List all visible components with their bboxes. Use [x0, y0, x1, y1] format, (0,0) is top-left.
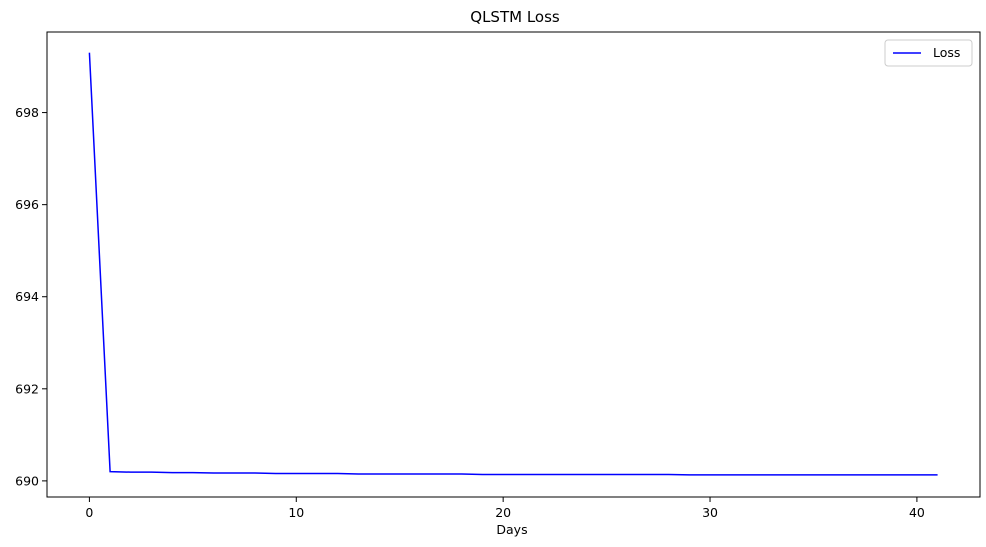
plot-area-frame — [46, 31, 981, 498]
y-axis-ticks: 690 692 694 696 698 — [15, 105, 47, 488]
x-tick-label: 40 — [909, 505, 925, 520]
x-tick-label: 10 — [288, 505, 304, 520]
x-tick-label: 20 — [495, 505, 511, 520]
y-tick-label: 698 — [15, 105, 39, 120]
legend-label: Loss — [933, 45, 960, 60]
loss-series-line — [88, 52, 938, 476]
y-tick-label: 696 — [15, 197, 39, 212]
x-tick-label: 30 — [702, 505, 718, 520]
x-axis-ticks: 0 10 20 30 40 — [85, 497, 925, 520]
x-tick-label: 0 — [85, 505, 93, 520]
legend-box — [884, 39, 973, 67]
legend: Loss — [884, 39, 973, 67]
y-tick-label: 694 — [15, 289, 39, 304]
chart-title: QLSTM Loss — [470, 8, 560, 26]
y-tick-label: 692 — [15, 381, 39, 396]
x-axis-label: Days — [496, 522, 527, 537]
y-tick-label: 690 — [15, 473, 39, 488]
